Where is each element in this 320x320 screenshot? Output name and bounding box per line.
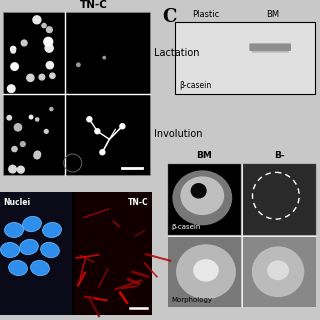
Circle shape (44, 37, 53, 46)
Text: B-: B- (274, 151, 285, 161)
Circle shape (7, 85, 15, 92)
Circle shape (27, 74, 34, 82)
Circle shape (50, 73, 55, 78)
Bar (74, 192, 152, 315)
Circle shape (29, 115, 33, 119)
Circle shape (77, 63, 80, 67)
Bar (168, 236, 241, 307)
Bar (168, 164, 241, 235)
Circle shape (120, 124, 125, 129)
Ellipse shape (180, 176, 224, 215)
Bar (0, 192, 152, 315)
Text: TN-C: TN-C (128, 198, 149, 207)
Circle shape (50, 108, 53, 111)
Text: TN-C: TN-C (80, 0, 108, 10)
Circle shape (46, 27, 52, 33)
Circle shape (12, 147, 17, 152)
Text: C: C (162, 8, 176, 26)
Bar (243, 164, 316, 235)
FancyBboxPatch shape (249, 44, 291, 51)
Ellipse shape (172, 170, 232, 225)
Circle shape (11, 63, 18, 70)
Circle shape (36, 118, 39, 121)
Ellipse shape (4, 222, 23, 237)
Circle shape (46, 61, 53, 69)
Ellipse shape (252, 246, 304, 297)
Text: Morphology: Morphology (171, 297, 212, 303)
Circle shape (20, 142, 25, 147)
Text: BM: BM (267, 10, 280, 19)
Circle shape (45, 44, 53, 52)
Circle shape (95, 129, 100, 134)
Circle shape (9, 165, 16, 173)
Circle shape (33, 16, 41, 24)
Circle shape (14, 124, 21, 131)
Ellipse shape (43, 222, 61, 237)
Circle shape (103, 56, 106, 59)
Ellipse shape (176, 244, 236, 299)
Circle shape (11, 46, 16, 52)
Circle shape (39, 74, 45, 80)
Ellipse shape (191, 183, 207, 198)
Circle shape (17, 166, 24, 173)
Circle shape (100, 150, 105, 155)
Ellipse shape (9, 260, 28, 276)
Ellipse shape (267, 260, 289, 280)
Ellipse shape (30, 260, 50, 276)
Text: BM: BM (196, 151, 212, 161)
Circle shape (44, 130, 48, 133)
Text: Lactation: Lactation (154, 48, 199, 58)
Bar (175, 22, 315, 94)
Text: Involution: Involution (154, 129, 203, 139)
Bar (3, 12, 150, 175)
Text: β-casein: β-casein (179, 81, 211, 90)
Ellipse shape (41, 242, 60, 258)
Ellipse shape (20, 239, 38, 255)
Text: Nuclei: Nuclei (3, 198, 30, 207)
Ellipse shape (193, 259, 219, 282)
Text: Plastic: Plastic (192, 10, 220, 19)
Text: β-casein: β-casein (171, 225, 200, 230)
FancyBboxPatch shape (252, 49, 289, 53)
Circle shape (7, 116, 12, 120)
Circle shape (11, 49, 15, 53)
Circle shape (42, 23, 46, 28)
Ellipse shape (23, 216, 41, 232)
Bar (0, 192, 72, 315)
Circle shape (21, 40, 27, 46)
Circle shape (35, 151, 41, 157)
Circle shape (87, 117, 92, 122)
Ellipse shape (1, 243, 20, 258)
Circle shape (34, 153, 40, 159)
Bar (243, 236, 316, 307)
